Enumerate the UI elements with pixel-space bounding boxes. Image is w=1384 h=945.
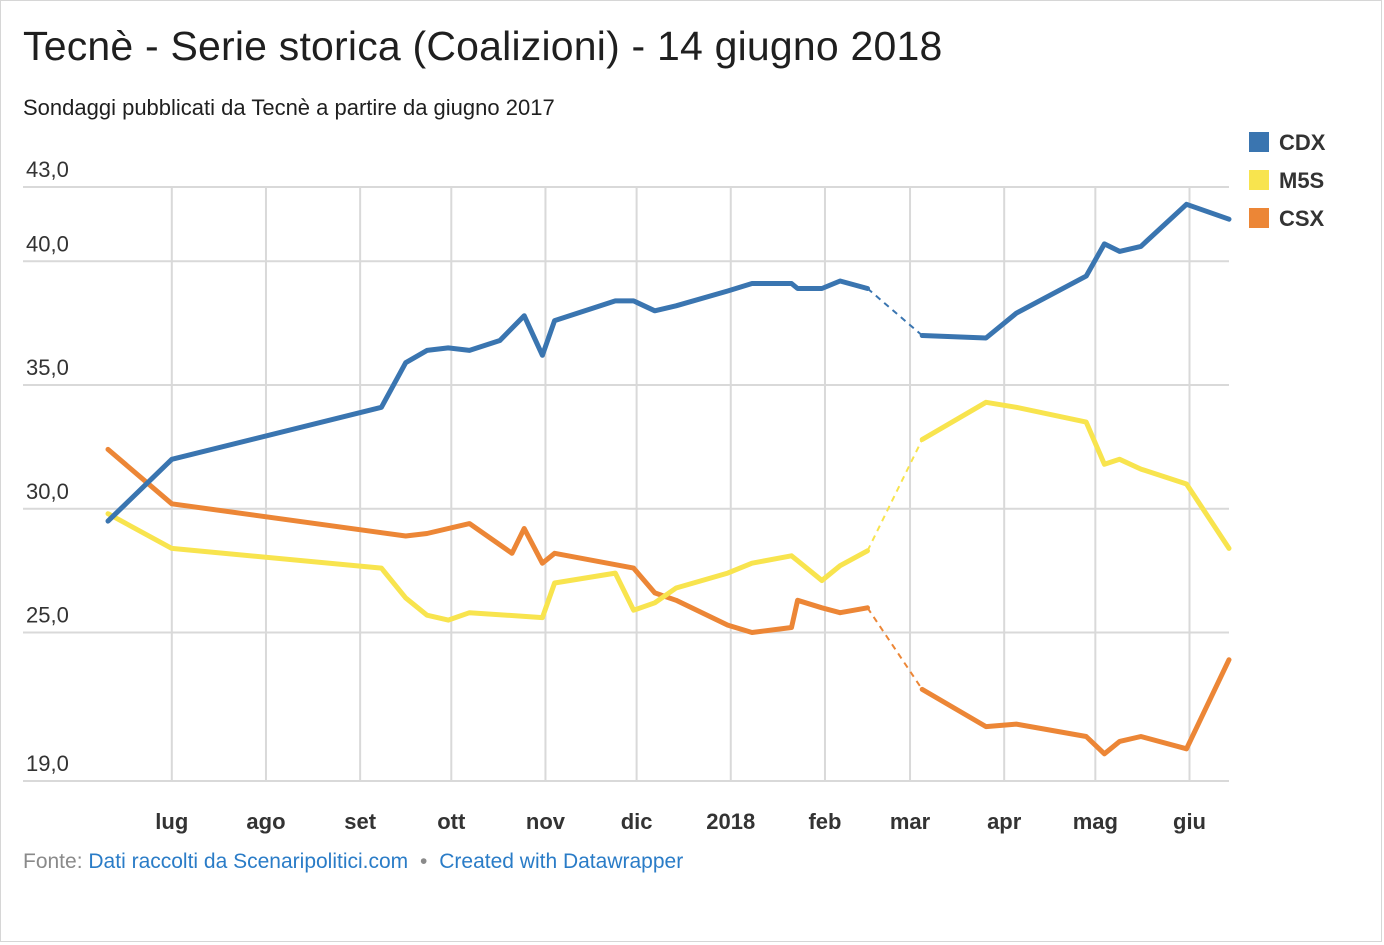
x-tick-label: apr: [987, 809, 1022, 834]
series-line-segment: [105, 278, 870, 524]
series-gap-dashed: [866, 607, 924, 690]
y-tick-labels: 19,0 25,0 30,0 35,0 40,0 43,0: [26, 157, 69, 776]
y-tick-label: 40,0: [26, 231, 69, 256]
legend-swatch: [1249, 170, 1269, 190]
series-lines: [105, 201, 1232, 757]
y-tick-label: 35,0: [26, 355, 69, 380]
series-gap-dashed: [866, 439, 924, 552]
series-line-segment: [919, 201, 1232, 341]
legend-item-m5s: M5S: [1249, 168, 1324, 193]
legend-item-cdx: CDX: [1249, 130, 1326, 155]
chart-subtitle: Sondaggi pubblicati da Tecnè a partire d…: [23, 95, 555, 120]
legend-item-csx: CSX: [1249, 206, 1325, 231]
legend-label: M5S: [1279, 168, 1324, 193]
y-tick-label: 25,0: [26, 603, 69, 628]
source-link[interactable]: Dati raccolti da Scenaripolitici.com: [88, 850, 409, 873]
x-tick-label: set: [344, 809, 376, 834]
series-gap-dashed: [866, 287, 923, 337]
series-m5s: [105, 399, 1232, 623]
x-tick-label: ago: [246, 809, 285, 834]
y-tick-label: 19,0: [26, 751, 69, 776]
legend-label: CSX: [1279, 206, 1325, 231]
x-tick-label: feb: [808, 809, 841, 834]
x-tick-label: mar: [890, 809, 931, 834]
x-tick-label: lug: [155, 809, 188, 834]
legend-swatch: [1249, 132, 1269, 152]
footer: Fonte: Dati raccolti da Scenaripolitici.…: [23, 850, 683, 874]
x-tick-labels: lug ago set ott nov dic 2018 feb mar apr mag giu: [155, 809, 1206, 834]
legend-swatch: [1249, 208, 1269, 228]
separator: •: [420, 850, 428, 873]
series-line-segment: [919, 399, 1232, 551]
x-tick-label: giu: [1173, 809, 1206, 834]
series-line-segment: [105, 446, 870, 635]
x-tick-label: nov: [526, 809, 566, 834]
x-tick-label: mag: [1073, 809, 1118, 834]
chart-title: Tecnè - Serie storica (Coalizioni) - 14 …: [23, 23, 943, 69]
x-tick-label: dic: [621, 809, 653, 834]
created-with-link[interactable]: Created with Datawrapper: [439, 850, 684, 873]
x-tick-label: ott: [437, 809, 466, 834]
y-tick-label: 43,0: [26, 157, 69, 182]
grid: [23, 186, 1229, 782]
x-tick-label: 2018: [706, 809, 755, 834]
source-prefix: Fonte:: [23, 850, 83, 873]
series-cdx: [105, 201, 1232, 524]
series-line-segment: [919, 657, 1232, 757]
legend-label: CDX: [1279, 130, 1326, 155]
y-tick-label: 30,0: [26, 479, 69, 504]
series-line-segment: [105, 511, 870, 623]
legend: CDX M5S CSX: [1249, 130, 1326, 231]
series-csx: [105, 446, 1232, 757]
